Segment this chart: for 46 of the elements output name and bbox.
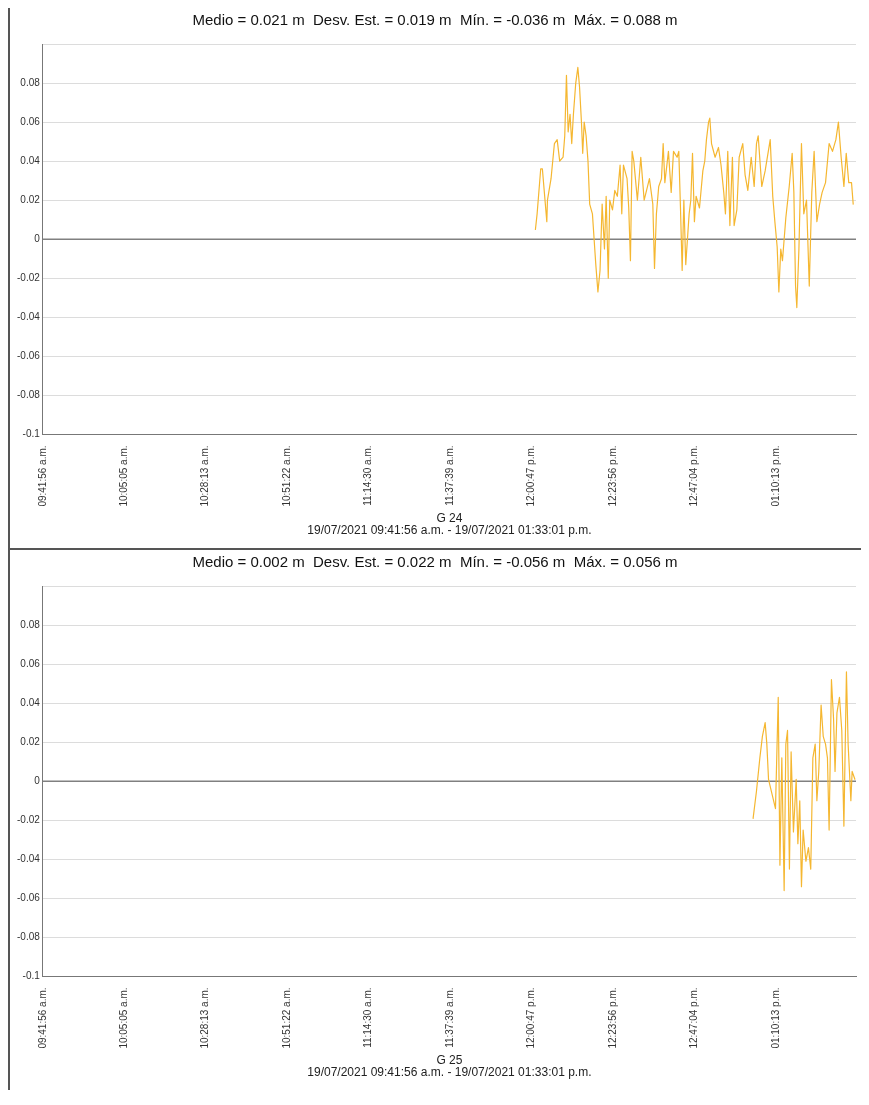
text: 19/07/2021 09:41:56 a.m. - 19/07/2021 01:33:01 p.m. xyxy=(307,523,592,537)
y-tick-label: -0.08 xyxy=(17,389,41,401)
x-tick-label: 12:00:47 p.m. xyxy=(525,445,537,507)
x-tick-label: 01:10:13 p.m. xyxy=(769,987,781,1049)
x-tick-label: 11:14:30 a.m. xyxy=(362,987,374,1048)
y-tick-label: -0.04 xyxy=(17,853,41,865)
y-tick-label: 0.02 xyxy=(20,735,41,747)
y-tick-label: 0.04 xyxy=(20,154,41,166)
x-tick-label: 11:37:39 a.m. xyxy=(443,987,455,1048)
y-tick-label: -0.02 xyxy=(17,814,41,826)
x-tick-label: 12:47:04 p.m. xyxy=(688,987,700,1049)
chart-title: Medio = 0.002 m Desv. Est. = 0.022 m Mín. = -0.056 m Máx. = 0.056 m xyxy=(192,553,678,571)
y-tick-label: -0.1 xyxy=(22,428,41,440)
y-tick-label: 0.08 xyxy=(20,76,41,88)
x-tick-label: 10:28:13 a.m. xyxy=(199,445,211,507)
y-tick-label: 0.06 xyxy=(20,657,41,669)
x-tick-label: 12:00:47 p.m. xyxy=(525,987,537,1049)
x-tick-label: 09:41:56 a.m. xyxy=(36,445,48,507)
y-tick-label: -0.02 xyxy=(17,272,41,284)
x-tick-label: 10:05:05 a.m. xyxy=(118,445,129,507)
x-axis-title: G 24 xyxy=(436,511,463,526)
text: 19/07/2021 09:41:56 a.m. - 19/07/2021 01:33:01 p.m. xyxy=(307,1065,592,1079)
x-tick-label: 12:23:56 p.m. xyxy=(606,987,618,1049)
y-tick-label: 0 xyxy=(34,774,41,786)
x-tick-label: 12:23:56 p.m. xyxy=(606,445,618,507)
x-tick-label: 01:10:13 p.m. xyxy=(769,445,781,507)
y-tick-label: 0.04 xyxy=(20,696,41,708)
y-tick-label: -0.06 xyxy=(17,892,41,904)
x-tick-label: 11:37:39 a.m. xyxy=(443,445,455,506)
y-tick-label: 0 xyxy=(34,232,41,244)
x-tick-label: 09:41:56 a.m. xyxy=(36,987,48,1049)
y-tick-label: -0.08 xyxy=(17,931,41,943)
x-tick-label: 12:47:04 p.m. xyxy=(688,445,700,507)
x-tick-label: 10:05:05 a.m. xyxy=(118,987,129,1049)
y-tick-label: 0.02 xyxy=(20,193,41,205)
y-tick-label: -0.1 xyxy=(22,970,41,982)
x-tick-label: 10:51:22 a.m. xyxy=(280,987,292,1049)
x-tick-label: 10:51:22 a.m. xyxy=(280,445,292,507)
y-tick-label: 0.06 xyxy=(20,115,41,127)
y-tick-label: -0.06 xyxy=(17,350,41,362)
x-tick-label: 10:28:13 a.m. xyxy=(199,987,211,1049)
chart-title: Medio = 0.021 m Desv. Est. = 0.019 m Mín. = -0.036 m Máx. = 0.088 m xyxy=(192,11,678,29)
y-tick-label: -0.04 xyxy=(17,311,41,323)
y-tick-label: 0.08 xyxy=(20,618,41,630)
x-axis-title: G 25 xyxy=(436,1053,463,1068)
x-tick-label: 11:14:30 a.m. xyxy=(362,445,374,506)
